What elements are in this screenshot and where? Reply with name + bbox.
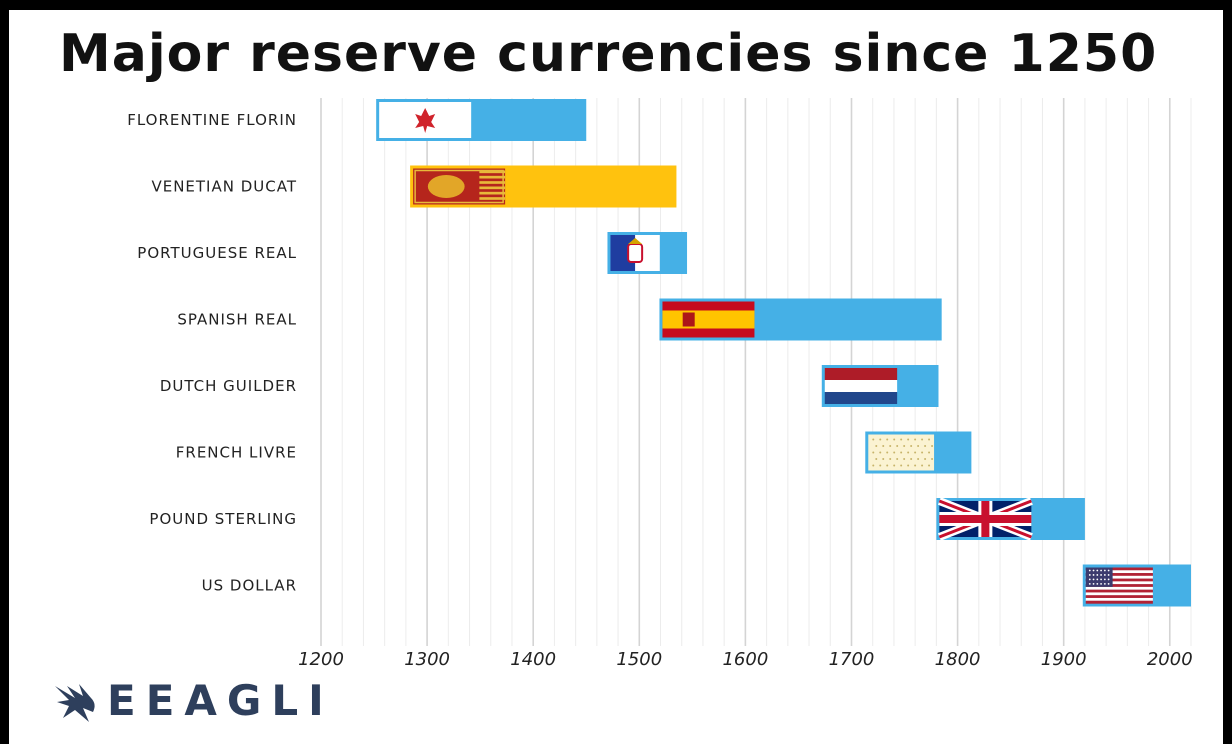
x-tick-label: 1300 <box>404 649 450 670</box>
chart-title: Major reserve currencies since 1250 <box>59 24 1158 84</box>
netherlands-flag-icon <box>824 368 898 404</box>
category-label: US DOLLAR <box>202 577 297 595</box>
x-tick-label: 1900 <box>1041 649 1087 670</box>
category-label: PORTUGUESE REAL <box>137 244 297 262</box>
category-label: DUTCH GUILDER <box>160 377 297 395</box>
chart-plot: 1200 1300 1400 1500 1600 1700 1800 1900 2000 FLOR… <box>127 98 1193 670</box>
brand-logo: EEAGLI <box>53 676 334 725</box>
category-label: FRENCH LIVRE <box>176 444 297 462</box>
category-label: POUND STERLING <box>149 510 297 528</box>
category-label: SPANISH REAL <box>177 311 297 329</box>
venice-flag-icon <box>413 168 506 205</box>
category-label: VENETIAN DUCAT <box>151 178 297 196</box>
x-tick-label: 1600 <box>722 649 768 670</box>
x-tick-label: 2000 <box>1147 649 1193 670</box>
x-tick-label: 1500 <box>616 649 662 670</box>
x-tick-label: 1800 <box>935 649 981 670</box>
spain-flag-icon <box>662 301 755 338</box>
chart-frame: Major reserve currencies since 1250 1200… <box>9 10 1223 744</box>
portugal-flag-icon <box>610 235 660 271</box>
usa-flag-icon <box>1085 567 1153 604</box>
x-tick-label: 1700 <box>829 649 875 670</box>
eagle-icon <box>55 683 95 722</box>
brand-name: EEAGLI <box>107 676 334 725</box>
x-tick-label: 1200 <box>298 649 344 670</box>
x-tick-label: 1400 <box>510 649 556 670</box>
uk-flag-icon <box>937 497 1033 541</box>
france-flag-icon <box>868 434 935 471</box>
category-label: FLORENTINE FLORIN <box>127 111 297 129</box>
florence-flag-icon <box>379 102 472 138</box>
